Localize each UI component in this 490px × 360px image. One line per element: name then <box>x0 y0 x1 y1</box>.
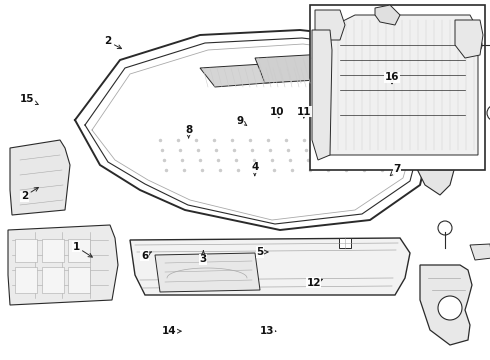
Bar <box>310 5 485 170</box>
Bar <box>15 267 37 293</box>
Polygon shape <box>312 30 332 160</box>
Text: 13: 13 <box>260 326 276 336</box>
Text: 12: 12 <box>306 278 322 288</box>
Text: 16: 16 <box>385 72 399 84</box>
Bar <box>42 239 64 262</box>
Polygon shape <box>455 20 483 58</box>
Text: 11: 11 <box>296 107 311 118</box>
Polygon shape <box>420 265 472 345</box>
Polygon shape <box>255 50 405 83</box>
Polygon shape <box>8 225 118 305</box>
Bar <box>68 267 90 293</box>
Polygon shape <box>130 238 410 295</box>
Bar <box>15 239 37 262</box>
Polygon shape <box>470 244 490 260</box>
Polygon shape <box>315 10 345 40</box>
Polygon shape <box>155 253 260 292</box>
Text: 3: 3 <box>200 251 207 264</box>
Text: 14: 14 <box>162 326 181 336</box>
Bar <box>68 239 90 262</box>
Text: 2: 2 <box>104 36 122 49</box>
Text: 6: 6 <box>141 251 151 261</box>
Text: 10: 10 <box>270 107 284 118</box>
Text: 1: 1 <box>73 242 92 257</box>
Polygon shape <box>200 62 305 87</box>
Polygon shape <box>350 36 378 52</box>
Polygon shape <box>415 108 458 195</box>
Text: 2: 2 <box>21 188 38 201</box>
Polygon shape <box>375 5 400 25</box>
Bar <box>339 238 351 248</box>
Text: 15: 15 <box>20 94 38 104</box>
Polygon shape <box>325 15 478 155</box>
Circle shape <box>438 296 462 320</box>
Text: 8: 8 <box>185 125 192 138</box>
Text: 7: 7 <box>390 164 401 176</box>
Text: 5: 5 <box>256 247 268 257</box>
Text: 4: 4 <box>251 162 259 176</box>
Bar <box>42 267 64 293</box>
Text: 9: 9 <box>237 116 247 126</box>
Polygon shape <box>10 140 70 215</box>
